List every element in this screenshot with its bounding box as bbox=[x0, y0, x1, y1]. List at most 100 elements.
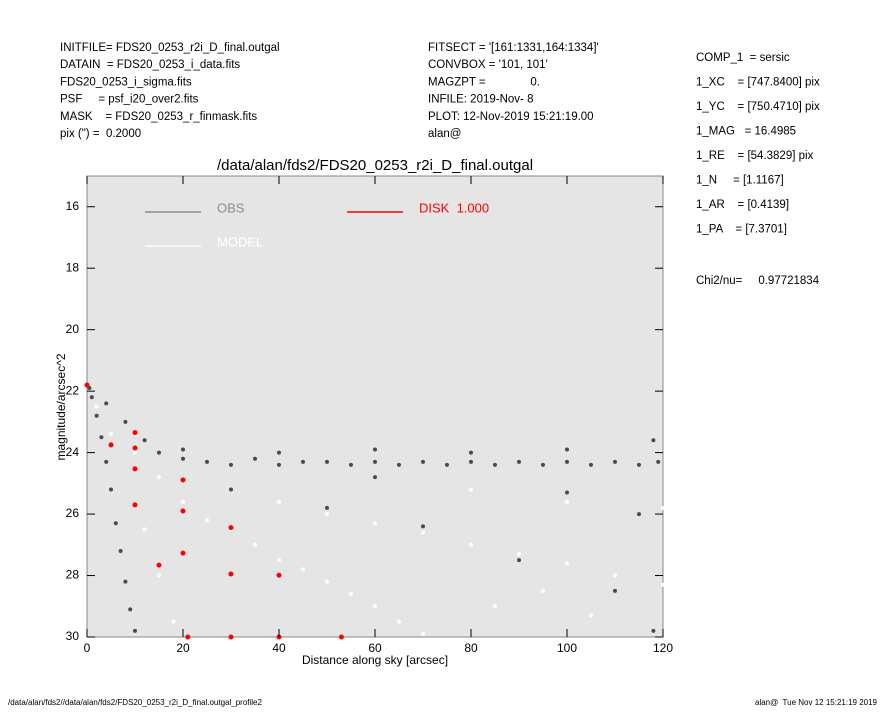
data-point bbox=[637, 512, 641, 517]
header-line: DATAIN = FDS20_0253_i_data.fits bbox=[60, 59, 240, 71]
data-point bbox=[421, 459, 425, 464]
legend-label: DISK 1.000 bbox=[419, 200, 489, 215]
data-point bbox=[445, 462, 449, 467]
data-point bbox=[373, 447, 377, 452]
data-point bbox=[108, 442, 114, 448]
data-point bbox=[301, 567, 305, 572]
data-point bbox=[277, 499, 281, 504]
data-point bbox=[541, 462, 545, 467]
data-point bbox=[493, 604, 497, 609]
data-point bbox=[565, 447, 569, 452]
data-point bbox=[94, 413, 99, 418]
data-point bbox=[142, 527, 147, 532]
data-point bbox=[517, 558, 521, 563]
fit-parameter: 1_RE = [54.3829] pix bbox=[696, 150, 814, 162]
fit-parameter: Chi2/nu= 0.97721834 bbox=[696, 275, 820, 287]
plot-background bbox=[86, 175, 664, 638]
header-line: INFILE: 2019-Nov- 8 bbox=[428, 94, 533, 106]
y-tick-label: 18 bbox=[66, 260, 80, 274]
data-point bbox=[180, 477, 186, 483]
data-point bbox=[94, 404, 99, 409]
data-point bbox=[421, 631, 425, 636]
data-point bbox=[229, 487, 233, 492]
data-point bbox=[661, 505, 665, 510]
fit-parameter: 1_YC = [750.4710] pix bbox=[696, 101, 820, 113]
fit-parameter: 1_XC = [747.8400] pix bbox=[696, 77, 820, 89]
y-tick-label: 20 bbox=[66, 322, 80, 336]
data-point bbox=[171, 619, 176, 624]
data-point bbox=[651, 628, 656, 633]
data-point bbox=[301, 459, 305, 464]
x-tick-label: 0 bbox=[84, 641, 91, 655]
data-point bbox=[469, 450, 473, 455]
data-point bbox=[132, 445, 138, 451]
data-point bbox=[656, 459, 661, 464]
header-line: INITFILE= FDS20_0253_r2i_D_final.outgal bbox=[60, 42, 280, 54]
x-tick-label: 100 bbox=[557, 641, 577, 655]
footer-right: alan@ Tue Nov 12 15:21:19 2019 bbox=[755, 698, 878, 707]
x-tick-label: 120 bbox=[653, 641, 673, 655]
data-point bbox=[517, 459, 521, 464]
chart-title: /data/alan/fds2/FDS20_0253_r2i_D_final.o… bbox=[217, 157, 533, 174]
data-point bbox=[180, 508, 186, 514]
header-line: FITSECT = '[161:1331,164:1334]' bbox=[428, 42, 599, 54]
data-point bbox=[104, 401, 109, 406]
x-tick-label: 80 bbox=[464, 641, 478, 655]
data-point bbox=[205, 518, 209, 523]
data-point bbox=[128, 607, 133, 612]
data-point bbox=[205, 459, 209, 464]
fit-parameter: 1_MAG = 16.4985 bbox=[696, 126, 796, 138]
header-line: pix (") = 0.2000 bbox=[60, 128, 141, 140]
data-point bbox=[276, 572, 282, 578]
header-line: CONVBOX = '101, 101' bbox=[428, 59, 548, 71]
data-point bbox=[156, 562, 162, 568]
x-tick-label: 60 bbox=[368, 641, 382, 655]
data-point bbox=[589, 462, 593, 467]
data-point bbox=[253, 456, 257, 461]
data-point bbox=[228, 525, 234, 531]
data-point bbox=[228, 571, 234, 577]
data-point bbox=[104, 459, 109, 464]
data-point bbox=[84, 382, 90, 388]
data-point bbox=[109, 487, 113, 492]
data-point bbox=[325, 505, 329, 510]
header-line: alan@ bbox=[428, 128, 461, 140]
legend-label: OBS bbox=[217, 200, 245, 215]
data-point bbox=[253, 542, 257, 547]
y-tick-label: 24 bbox=[66, 445, 80, 459]
data-point bbox=[373, 521, 377, 526]
data-point bbox=[373, 604, 377, 609]
header-line: MASK = FDS20_0253_r_finmask.fits bbox=[60, 111, 257, 123]
data-point bbox=[421, 530, 425, 535]
data-point bbox=[99, 435, 104, 440]
data-point bbox=[113, 521, 118, 526]
data-point bbox=[181, 456, 185, 461]
header-line: PSF = psf_i20_over2.fits bbox=[60, 94, 199, 106]
data-point bbox=[469, 459, 473, 464]
data-point bbox=[373, 475, 377, 480]
data-point bbox=[397, 619, 401, 624]
data-point bbox=[132, 502, 138, 508]
y-tick-label: 26 bbox=[66, 506, 80, 520]
y-tick-label: 22 bbox=[66, 383, 80, 397]
data-point bbox=[589, 613, 593, 618]
data-point bbox=[277, 462, 281, 467]
data-point bbox=[277, 450, 281, 455]
plot-points bbox=[84, 382, 665, 640]
y-tick-label: 16 bbox=[66, 199, 80, 213]
data-point bbox=[133, 628, 137, 633]
data-point bbox=[349, 462, 353, 467]
data-point bbox=[109, 432, 113, 437]
data-point bbox=[142, 438, 147, 443]
data-point bbox=[132, 430, 138, 436]
data-point bbox=[157, 475, 161, 480]
data-point bbox=[133, 450, 137, 455]
x-tick-label: 40 bbox=[272, 641, 286, 655]
data-point bbox=[565, 499, 569, 504]
data-point bbox=[157, 573, 161, 578]
data-point bbox=[541, 588, 545, 593]
data-point bbox=[349, 591, 353, 596]
data-point bbox=[613, 573, 617, 578]
data-point bbox=[87, 386, 92, 391]
